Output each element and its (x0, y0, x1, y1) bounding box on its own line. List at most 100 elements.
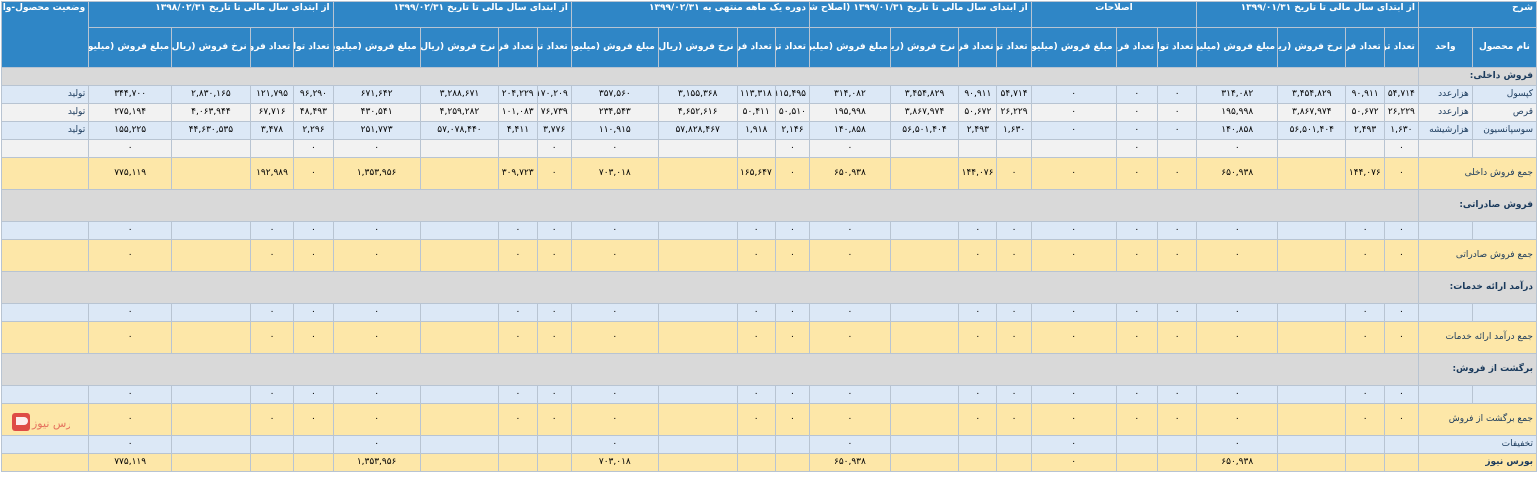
cell: ۰ (774, 139, 811, 158)
cell: ۲۶,۲۲۹ (1383, 103, 1419, 122)
status-cell: تولید (0, 121, 90, 140)
col-rate: نرخ فروش (ریال) (657, 27, 738, 68)
cell: ۶۷,۷۱۶ (249, 103, 295, 122)
cell: ۱۱۳,۳۱۸ (736, 85, 776, 104)
cell: ۰ (249, 303, 295, 322)
cell: ۱۲۱,۷۹۵ (249, 85, 295, 104)
cell: ۰ (958, 239, 998, 272)
cell: ۰ (736, 321, 776, 354)
cell: ۴,۶۵۲,۶۱۶ (657, 103, 738, 122)
cell: ۰ (332, 239, 421, 272)
cell: ۰ (736, 221, 776, 240)
cell: ۰ (536, 157, 572, 190)
cell: ۰ (1115, 103, 1159, 122)
product-name: کپسول (1471, 85, 1538, 104)
col-prod: تعداد تولید (774, 27, 811, 68)
cell: ۰ (1030, 103, 1117, 122)
cell: ۰ (536, 385, 572, 404)
cell: ۵۰,۶۷۲ (1345, 103, 1385, 122)
cell: ۵۰,۵۱۰ (774, 103, 811, 122)
cell: ۰ (1115, 121, 1159, 140)
cell: ۲۳۴,۵۴۳ (570, 103, 659, 122)
cell: ۰ (249, 403, 295, 436)
cell: ۶۵۰,۹۳۸ (1196, 157, 1279, 190)
cell: ۰ (774, 403, 811, 436)
cell: ۰ (88, 435, 173, 454)
cell: ۲,۲۹۶ (293, 121, 334, 140)
cell: ۰ (1030, 85, 1117, 104)
cell: ۰ (1156, 157, 1198, 190)
cell: ۳۵۷,۵۶۰ (570, 85, 659, 104)
product-unit: هزارعدد (1417, 85, 1473, 104)
cell: ۰ (1115, 303, 1159, 322)
cell: ۱۹۵,۹۹۸ (1196, 103, 1279, 122)
cell: ۰ (1345, 303, 1385, 322)
header-sharh: شرح (1417, 1, 1538, 28)
product-name: سوسپانسیون (1471, 121, 1538, 140)
cell: ۴,۰۶۳,۹۴۴ (171, 103, 251, 122)
cell: ۰ (1156, 385, 1198, 404)
cell: ۴۳۰,۵۴۱ (332, 103, 421, 122)
product-unit: هزارشیشه (1417, 121, 1473, 140)
col-amount: مبلغ فروش (میلیون ریال) (88, 27, 173, 68)
cell: ۰ (996, 303, 1032, 322)
table-row: قرص هزارعدد ۲۶,۲۲۹ ۵۰,۶۷۲ ۳,۸۶۷,۹۷۴ ۱۹۵,… (0, 103, 1538, 122)
cell: ۰ (332, 139, 421, 158)
cell: ۰ (88, 403, 173, 436)
cell: ۰ (1383, 221, 1419, 240)
cell: ۱,۶۳۰ (996, 121, 1032, 140)
cell: ۱۵۵,۲۲۵ (88, 121, 173, 140)
cell: ۰ (1156, 303, 1198, 322)
cell: ۳,۴۷۸ (249, 121, 295, 140)
cell: ۰ (809, 139, 891, 158)
cell: ۳۰۹,۷۲۳ (498, 157, 538, 190)
cell: ۶۵۰,۹۳۸ (809, 453, 891, 472)
header-group-3: از ابتدای سال مالی تا تاریخ ۱۳۹۹/۰۱/۳۱ (… (809, 1, 1032, 28)
cell: ۰ (249, 239, 295, 272)
col-sold: تعداد فروش (498, 27, 538, 68)
col-rate: نرخ فروش (ریال) (1277, 27, 1347, 68)
cell: ۰ (774, 303, 811, 322)
col-amount: مبلغ فروش (میلیون ریال) (1030, 27, 1117, 68)
cell: ۴,۴۱۱ (498, 121, 538, 140)
cell: ۰ (1030, 385, 1117, 404)
total-label: جمع فروش داخلی (1417, 157, 1538, 190)
cell: ۰ (1030, 239, 1117, 272)
cell: ۰ (809, 403, 891, 436)
col-prod: تعداد تولید (1383, 27, 1419, 68)
cell: ۷۰۳,۰۱۸ (570, 157, 659, 190)
total-row-domestic: جمع فروش داخلی ۰ ۱۴۴,۰۷۶ ۶۵۰,۹۳۸ ۰ ۰ ۰ ۰… (0, 157, 1538, 190)
cell: ۲۰۴,۲۲۹ (498, 85, 538, 104)
cell: ۳,۴۵۴,۸۲۹ (1277, 85, 1347, 104)
cell: ۴۴,۶۳۰,۵۳۵ (171, 121, 251, 140)
cell: ۰ (1115, 157, 1159, 190)
cell: ۰ (332, 435, 421, 454)
cell: ۰ (332, 403, 421, 436)
svg-text:بورس نیوز: بورس نیوز (31, 417, 70, 430)
cell: ۵۶,۵۰۱,۴۰۴ (1277, 121, 1347, 140)
cell: ۰ (1196, 221, 1279, 240)
cell: ۱,۳۵۳,۹۵۶ (332, 157, 421, 190)
section-row-domestic: فروش داخلی: (1, 67, 1538, 86)
cell: ۳,۸۶۷,۹۷۴ (889, 103, 960, 122)
cell: ۰ (996, 239, 1032, 272)
section-title: فروش داخلی: (1417, 67, 1538, 86)
cell: ۰ (809, 435, 891, 454)
cell: ۰ (498, 221, 538, 240)
header-row-groups: شرح از ابتدای سال مالی تا تاریخ ۱۳۹۹/۰۱/… (0, 1, 1538, 68)
cell: ۰ (809, 385, 891, 404)
cell: ۰ (1115, 321, 1159, 354)
sales-report-table: شرح از ابتدای سال مالی تا تاریخ ۱۳۹۹/۰۱/… (0, 1, 1538, 472)
cell: ۵۴,۷۱۴ (1383, 85, 1419, 104)
discounts-row: تخفیفات ۰ ۰ ۰ ۰ ۰ ۰ (0, 435, 1538, 454)
cell: ۰ (498, 385, 538, 404)
cell: ۰ (1115, 85, 1159, 104)
cell: ۰ (498, 403, 538, 436)
cell: ۰ (774, 157, 811, 190)
cell: ۰ (1345, 321, 1385, 354)
cell: ۰ (536, 221, 572, 240)
cell: ۰ (996, 385, 1032, 404)
